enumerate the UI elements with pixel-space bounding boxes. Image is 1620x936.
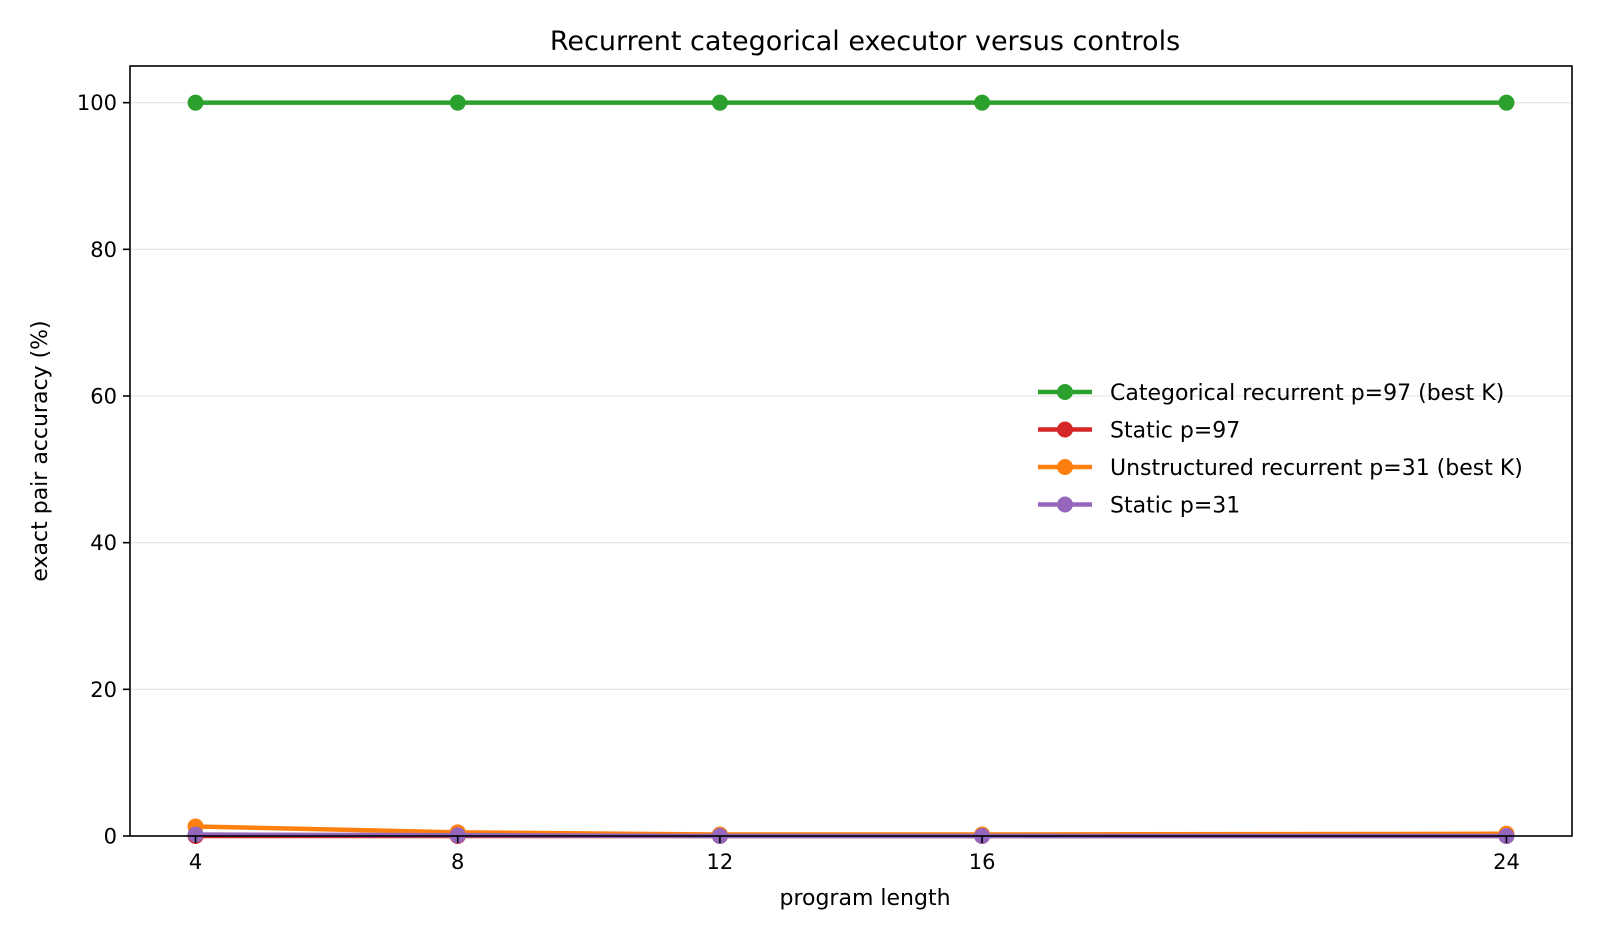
y-tick-label: 0	[104, 825, 117, 849]
x-tick-label: 16	[969, 850, 996, 874]
data-point	[449, 94, 466, 111]
series-0	[187, 94, 1515, 111]
legend-swatch-marker	[1057, 384, 1073, 400]
legend-swatch-marker	[1057, 421, 1073, 438]
y-tick-label: 80	[90, 238, 117, 262]
x-axis-ticks: 4 8 12 16 24	[189, 836, 1520, 874]
x-tick-label: 4	[189, 850, 202, 874]
data-point	[187, 94, 204, 111]
plot-frame	[129, 65, 1573, 837]
legend-label: Unstructured recurrent p=31 (best K)	[1110, 456, 1523, 481]
legend-item: Categorical recurrent p=97 (best K)	[1038, 381, 1504, 406]
y-tick-label: 100	[77, 91, 117, 115]
legend-label: Static p=97	[1110, 419, 1240, 444]
legend-item: Static p=97	[1038, 419, 1240, 444]
x-axis-label: program length	[779, 886, 950, 911]
y-axis-label: exact pair accuracy (%)	[28, 320, 53, 581]
legend-label: Categorical recurrent p=97 (best K)	[1110, 381, 1504, 406]
legend-label: Static p=31	[1110, 494, 1240, 519]
y-axis-ticks: 0 20 40 60 80 100	[77, 91, 130, 849]
data-point	[711, 94, 728, 111]
data-point	[1498, 94, 1515, 111]
x-tick-label: 8	[451, 850, 464, 874]
legend-item: Static p=31	[1038, 494, 1240, 519]
legend-swatch-marker	[1057, 459, 1073, 475]
data-point	[187, 826, 204, 843]
data-point	[974, 94, 991, 111]
legend-item: Unstructured recurrent p=31 (best K)	[1038, 456, 1523, 481]
x-tick-label: 12	[707, 850, 734, 874]
x-tick-label: 24	[1493, 850, 1520, 874]
chart-title: Recurrent categorical executor versus co…	[550, 26, 1180, 57]
y-tick-label: 60	[90, 385, 117, 409]
legend-swatch-marker	[1057, 496, 1073, 513]
legend: Categorical recurrent p=97 (best K) Stati…	[1038, 381, 1523, 519]
y-tick-label: 20	[90, 678, 117, 702]
y-tick-label: 40	[90, 531, 117, 555]
series-2	[187, 818, 1515, 843]
